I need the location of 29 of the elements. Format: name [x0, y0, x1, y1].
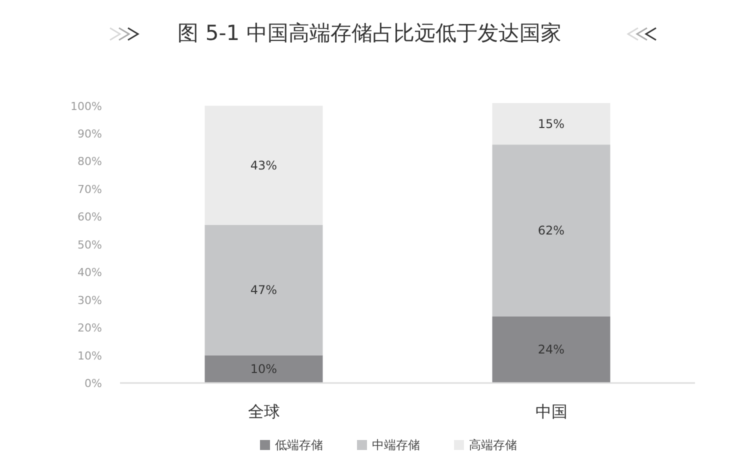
y-tick-label: 30%: [78, 294, 102, 307]
x-tick-label: 全球: [248, 402, 280, 421]
text: 10%: [250, 362, 278, 376]
legend-label: 高端存储: [469, 438, 517, 452]
bar: [204, 106, 323, 225]
text: 24%: [538, 342, 565, 357]
legend-label: 中端存储: [372, 438, 420, 452]
y-tick-label: 40%: [78, 266, 102, 280]
y-tick-label: 0%: [84, 377, 102, 390]
bar: [492, 316, 610, 383]
y-tick-label: 10%: [78, 349, 102, 362]
bar: [492, 103, 610, 145]
text: 62%: [538, 224, 565, 238]
legend-label: 低端存储: [275, 438, 323, 452]
text: 43%: [250, 158, 278, 172]
x-tick-label: 中国: [535, 402, 568, 421]
bar: [204, 355, 323, 383]
bar: [492, 144, 610, 316]
y-tick-label: 100%: [70, 100, 102, 113]
y-tick-label: 20%: [78, 322, 102, 335]
y-tick-label: 80%: [78, 155, 102, 168]
bar: [204, 224, 323, 356]
text: 47%: [250, 283, 278, 298]
chart-title: 图 5-1 中国高端存储占比远低于发达国家: [178, 21, 562, 45]
text: 15%: [538, 116, 565, 131]
y-tick-label: 90%: [78, 127, 102, 140]
y-tick-label: 70%: [78, 182, 102, 196]
y-tick-label: 60%: [78, 210, 102, 224]
y-tick-label: 50%: [78, 238, 102, 252]
